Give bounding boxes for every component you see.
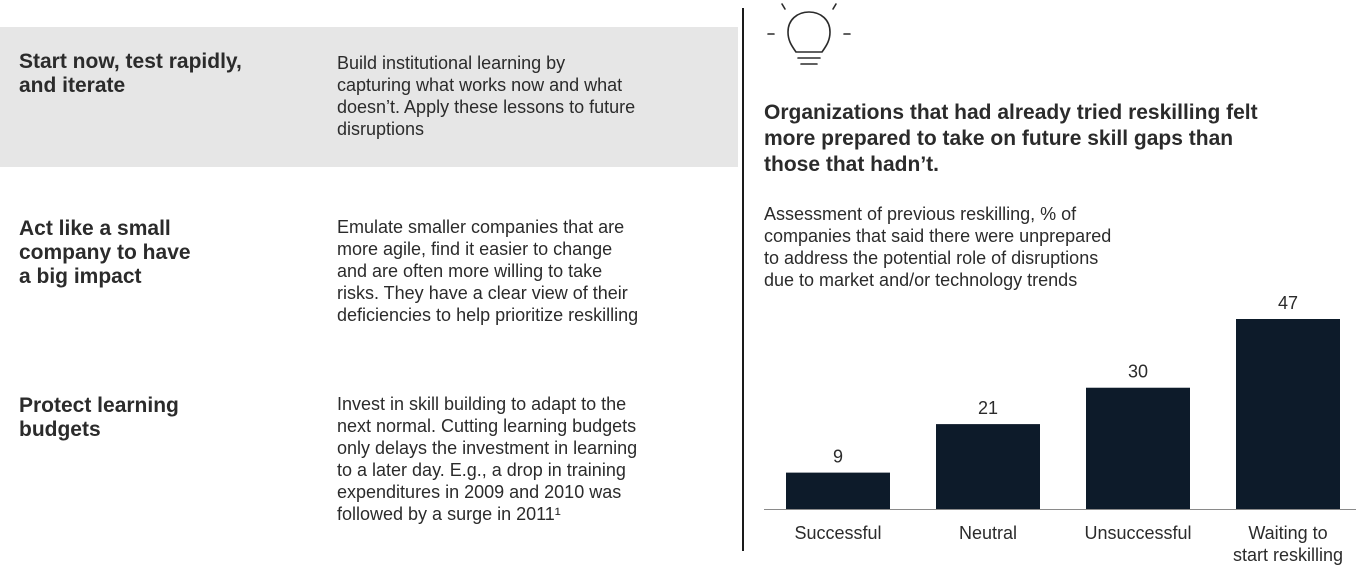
strategy-title-1: Start now, test rapidly, and iterate	[19, 50, 242, 97]
data-label-1: 9	[833, 447, 843, 467]
chart-subtitle: Assessment of previous reskilling, % of …	[764, 204, 1112, 290]
strategy-row-1: Start now, test rapidly, and iterate Bui…	[0, 27, 738, 167]
data-label-3: 30	[1128, 362, 1148, 382]
category-label-1: Successful	[794, 523, 881, 543]
strategy-description-1: Build institutional learning by capturin…	[337, 53, 636, 139]
strategy-description-2: Emulate smaller companies that are more …	[337, 217, 639, 325]
strategy-row-2: Act like a small company to have a big i…	[0, 205, 738, 355]
strategy-row-3: Protect learning budgets Invest in skill…	[0, 383, 738, 553]
bar-3	[1086, 387, 1190, 509]
chart-title: Organizations that had already tried res…	[764, 101, 1258, 176]
category-label-4: Waiting to start reskilling	[1233, 523, 1343, 565]
bar-2	[936, 424, 1040, 509]
bar-4	[1236, 319, 1340, 509]
category-label-3: Unsuccessful	[1084, 523, 1191, 543]
data-label-4: 47	[1278, 293, 1298, 313]
strategy-description-3: Invest in skill building to adapt to the…	[337, 394, 638, 524]
category-label-2: Neutral	[959, 523, 1017, 543]
data-label-2: 21	[978, 398, 998, 418]
bar-chart: 9 Successful 21 Neutral 30 Unsuccessful 47 Wait…	[764, 293, 1356, 565]
bar-1	[786, 472, 890, 509]
strategy-title-2: Act like a small company to have a big i…	[19, 217, 191, 288]
lightbulb-icon	[767, 3, 851, 65]
strategy-title-3: Protect learning budgets	[19, 394, 179, 441]
column-divider	[742, 8, 744, 551]
